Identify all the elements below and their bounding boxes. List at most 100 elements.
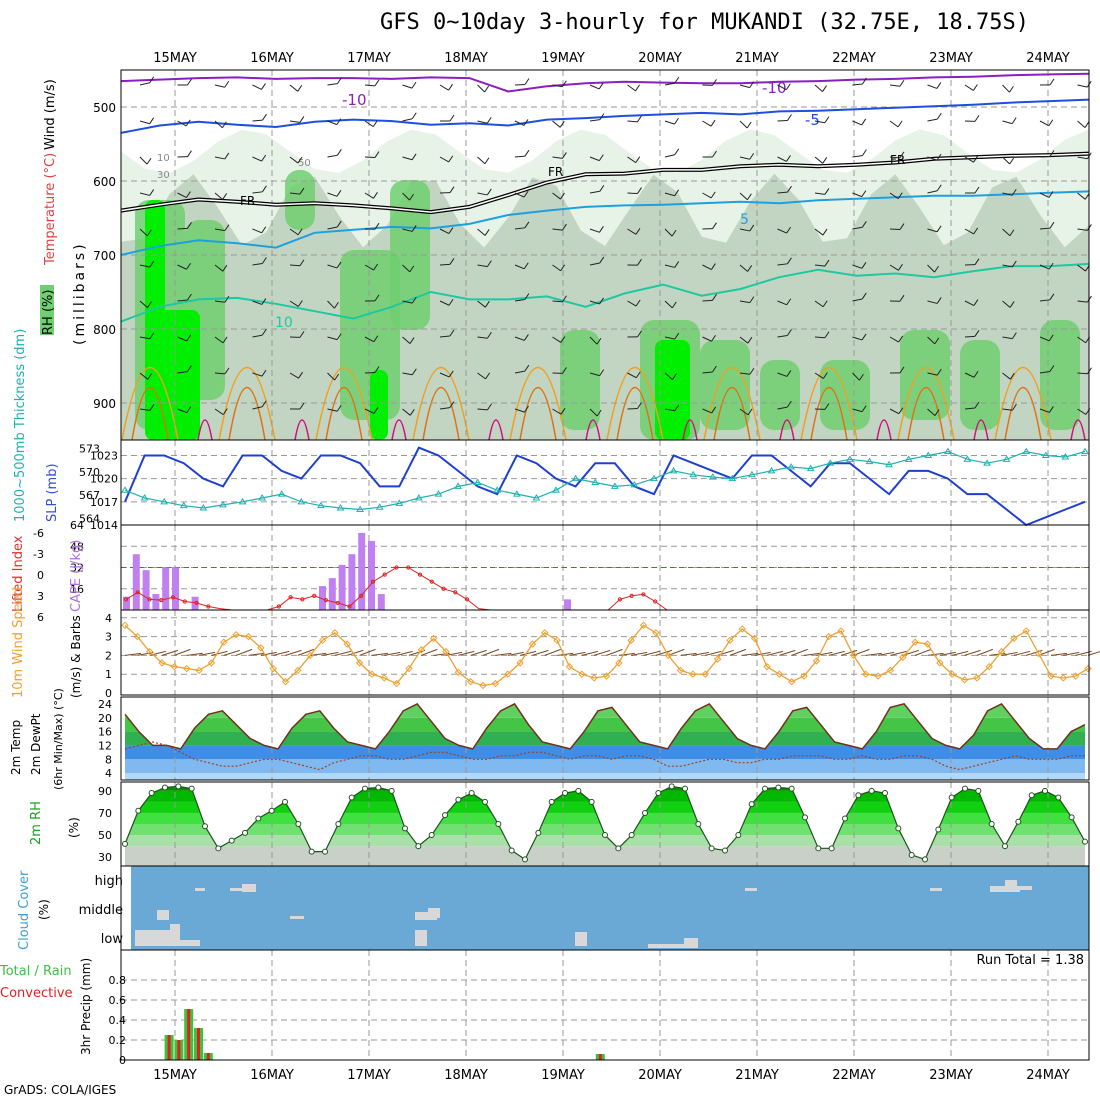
rh-area-90 (370, 370, 388, 440)
wind-barb-flag (299, 402, 305, 410)
wind-barb-flag (187, 293, 192, 301)
thickness-marker (571, 474, 580, 482)
rh-marker (1028, 792, 1035, 799)
wind-barb-flag (861, 262, 867, 269)
wind-barb-flag (222, 193, 228, 200)
wind-barb (439, 300, 450, 306)
wind-barb-flag (749, 367, 755, 375)
cloud-block (242, 884, 256, 892)
wind-speed-marker (800, 672, 808, 680)
wind-barb-flag (261, 298, 267, 305)
surface-barb (347, 649, 364, 656)
thickness-marker (728, 474, 737, 482)
wind-barb-flag (1009, 229, 1015, 236)
wind-speed-marker (380, 674, 388, 682)
wind-barb (702, 192, 712, 199)
wind-barb-flag (560, 264, 566, 272)
wind-barb-flag (973, 299, 979, 306)
wind-barb (214, 264, 224, 272)
wind-barb (552, 300, 563, 303)
wind-barb (1039, 370, 1050, 374)
wind-speed-marker (837, 627, 845, 635)
wind-barb (927, 264, 935, 273)
wind-barb-flag (562, 223, 567, 231)
wind-speed-marker (454, 668, 463, 677)
wind-barb (177, 120, 187, 127)
wind-barb-flag (336, 261, 342, 269)
wind-speed-marker (553, 636, 561, 645)
temp-tick-label: 8 (105, 753, 112, 766)
surface-barb (470, 649, 487, 656)
wind-barb-flag (637, 258, 642, 266)
wind-barb (589, 262, 600, 266)
upper-wind-barbs (139, 76, 1092, 417)
wind-barb (364, 408, 375, 414)
wind-tick-label: 3 (105, 631, 112, 644)
wind-barb-flag (484, 157, 490, 164)
wind-barb (664, 372, 673, 380)
wind-barb-flag (674, 404, 680, 412)
wind-barb (252, 156, 262, 162)
wind-barb (214, 156, 225, 160)
wind-barb-flag (822, 300, 828, 308)
wind-barb (252, 191, 263, 194)
surface-barb (396, 650, 413, 656)
wind-barb (1039, 336, 1050, 342)
wind-barb-flag (1049, 365, 1055, 372)
wind-barb-flag (374, 79, 380, 87)
wind-speed-marker (652, 629, 660, 637)
x-tick-label-top: 16MAY (250, 51, 294, 66)
thickness-marker (493, 486, 502, 493)
isotherm-15 (994, 367, 1052, 441)
wind-barb (1077, 372, 1088, 375)
isotherm-20 (519, 387, 557, 441)
lifted-index-marker (276, 604, 281, 609)
cape-tick-label: 32 (70, 562, 84, 575)
wind-barb-flag (448, 83, 453, 91)
pressure-axis-label: (millibars) (72, 241, 88, 345)
wind-barb-flag (374, 294, 380, 302)
wind-barb (514, 298, 525, 302)
wind-barb (777, 334, 788, 338)
cloud-block (180, 940, 200, 946)
cape-bar (142, 570, 150, 610)
wind-speed-marker (923, 640, 932, 648)
freezing-label-1: FR (240, 194, 255, 208)
wind-barb (514, 408, 525, 413)
wind-barb-flag (524, 221, 530, 229)
wind-barb (814, 372, 824, 379)
wind-barb (739, 408, 749, 416)
wind-barb-flag (599, 369, 605, 376)
temp-band (125, 703, 1085, 704)
wind-barb-flag (746, 121, 752, 129)
wind-barb (702, 299, 713, 302)
wind-barb-flag (374, 222, 380, 230)
x-tick-label-bottom: 23MAY (929, 1068, 973, 1083)
wind-barb-flag (297, 156, 303, 164)
cape-bar (348, 554, 356, 610)
wind-barb-flag (149, 76, 155, 84)
isotherm-label-p5: 5 (740, 212, 749, 228)
wind-barb (439, 407, 450, 410)
surface-barb (557, 652, 574, 656)
wind-barb (477, 408, 488, 411)
cloud-block (990, 886, 1020, 892)
wind-barb (852, 120, 862, 126)
cloud-block (648, 944, 684, 948)
wind-barb-flag (824, 403, 830, 410)
series-line-slp (124, 446, 1086, 527)
wind-barb-flag (1009, 372, 1015, 380)
wind-barb-flag (486, 260, 492, 267)
wind-barb (814, 192, 825, 195)
wind-barb-flag (559, 121, 565, 128)
wind-barb-flag (934, 337, 940, 345)
wind-barb-flag (562, 295, 567, 303)
precip-label-convective: Convective (0, 986, 73, 1001)
lifted-index-marker (617, 597, 623, 602)
wind-tick-label: 4 (105, 612, 112, 625)
x-tick-label-top: 17MAY (347, 51, 391, 66)
rh-label-50: 50 (298, 158, 311, 169)
thickness-marker (865, 457, 874, 465)
wind-barb-flag (674, 117, 679, 125)
